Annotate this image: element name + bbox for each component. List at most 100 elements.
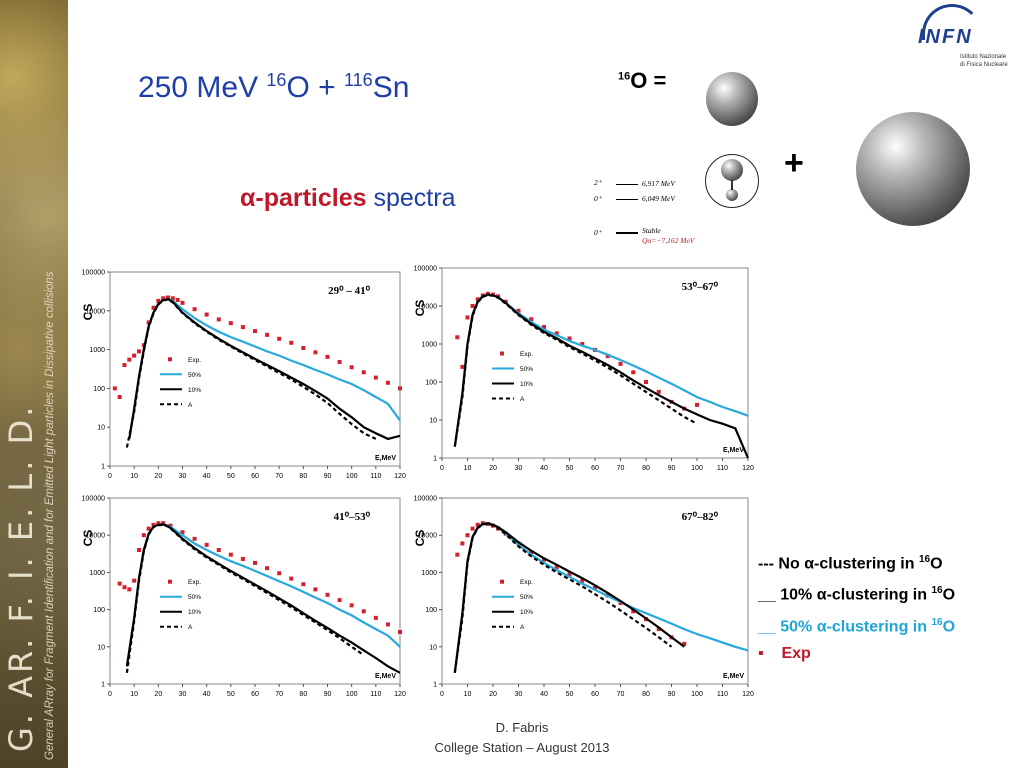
level-energy-1: 6,917 MeV xyxy=(642,179,675,188)
x-tick-label: 80 xyxy=(642,691,650,698)
title-sup-a: 16 xyxy=(266,70,287,90)
exp-point xyxy=(460,541,465,546)
x-tick-label: 70 xyxy=(275,691,283,698)
exp-point xyxy=(644,380,648,384)
legend-exp-marker xyxy=(500,351,504,356)
chart-panel-29-41: 1 10 100 1000 10000 100000 0 10 20 30 40 50 60 70 80 90… xyxy=(80,264,410,486)
y-axis-label: CS xyxy=(413,300,427,317)
title-sup-b: 116 xyxy=(343,70,373,90)
sn116-sphere-icon xyxy=(856,112,970,226)
legend-label: Exp. xyxy=(188,357,201,364)
o16-label: 16O = xyxy=(618,68,666,94)
exp-point xyxy=(277,571,282,576)
y-tick-label: 100000 xyxy=(82,496,105,503)
y-tick-label: 100 xyxy=(93,607,105,614)
exp-point xyxy=(301,582,306,587)
legend-label: Exp. xyxy=(520,579,533,586)
exp-point xyxy=(170,296,175,301)
x-tick-label: 110 xyxy=(370,473,381,480)
legend-label: 10% xyxy=(188,387,201,394)
alpha-cluster-icon xyxy=(705,154,759,208)
exp-point xyxy=(151,305,156,310)
exp-point xyxy=(656,627,661,632)
exp-point xyxy=(216,317,221,322)
plot-area xyxy=(441,267,749,459)
exp-point xyxy=(385,380,390,385)
exp-point xyxy=(361,609,366,614)
exp-point xyxy=(475,522,480,527)
exp-point xyxy=(132,353,137,358)
exp-point xyxy=(137,548,141,553)
exp-point xyxy=(156,521,161,526)
exp-point xyxy=(465,315,470,320)
cluster-large-sphere-icon xyxy=(721,159,743,181)
series-line-10pct xyxy=(125,523,401,674)
exp-point xyxy=(175,297,180,302)
footer-event: College Station – August 2013 xyxy=(434,740,610,755)
x-axis-label: E,MeV xyxy=(723,447,744,454)
x-tick-label: 80 xyxy=(299,691,307,698)
x-tick-label: 40 xyxy=(203,691,211,698)
y-axis-label: CS xyxy=(81,304,95,321)
cluster-small-sphere-icon xyxy=(726,189,738,201)
slide-subtitle: α-particles spectra xyxy=(240,184,455,213)
exp-point xyxy=(180,300,185,305)
x-tick-label: 10 xyxy=(464,465,472,472)
legend-exp-marker xyxy=(500,579,504,584)
x-tick-label: 110 xyxy=(717,465,728,472)
exp-point xyxy=(470,304,475,308)
exp-point xyxy=(253,329,257,334)
legend-item-50-percent: __ 50% α-clustering in 16O xyxy=(758,616,956,635)
logo-line2: di Fisica Nucleare xyxy=(960,62,1008,68)
chart-title: 53⁰–67⁰ xyxy=(682,281,719,293)
legend-label: 10% xyxy=(188,609,201,616)
level-scheme: 2⁺ 6,917 MeV 0⁺ 6,049 MeV 0⁺ Stable Qα=−… xyxy=(588,172,708,250)
series-line-A xyxy=(125,298,377,448)
exp-point xyxy=(682,641,687,646)
x-tick-label: 60 xyxy=(591,691,599,698)
exp-point xyxy=(265,566,270,571)
exp-point xyxy=(313,350,318,355)
exp-point xyxy=(580,578,585,583)
y-tick-label: 1 xyxy=(101,682,105,689)
x-tick-label: 20 xyxy=(154,691,162,698)
exp-point xyxy=(301,345,306,350)
x-tick-label: 120 xyxy=(394,691,406,698)
x-axis-label: E,MeV xyxy=(375,673,396,680)
exp-point xyxy=(313,587,318,592)
exp-point xyxy=(373,615,378,620)
exp-point xyxy=(122,363,127,368)
subtitle-bold: -particles xyxy=(255,184,367,212)
x-tick-label: 60 xyxy=(251,473,259,480)
exp-point xyxy=(349,365,354,370)
chart-panel-41-53: 1 10 100 1000 10000 100000 0 10 20 30 40 50 60 70 80 90… xyxy=(80,490,410,704)
x-tick-label: 90 xyxy=(324,691,332,698)
x-tick-label: 0 xyxy=(108,691,112,698)
exp-point xyxy=(337,598,342,603)
y-tick-label: 100000 xyxy=(414,496,437,503)
exp-point xyxy=(325,592,330,597)
exp-point xyxy=(166,295,170,300)
model-legend: --- No α-clustering in 16O __ 10% α-clus… xyxy=(758,546,955,667)
level-stable: Stable xyxy=(642,226,661,235)
exp-point xyxy=(656,389,661,394)
exp-point xyxy=(127,587,132,592)
x-tick-label: 20 xyxy=(489,691,497,698)
exp-point xyxy=(180,530,185,535)
legend-label: 10% xyxy=(520,609,533,616)
series-line-A xyxy=(453,293,698,447)
exp-point xyxy=(146,526,151,531)
exp-point xyxy=(349,603,354,608)
logo-arc-icon xyxy=(922,4,982,40)
exp-point xyxy=(542,325,546,330)
x-tick-label: 50 xyxy=(227,473,235,480)
slide-title: 250 MeV 16O + 116Sn xyxy=(138,70,409,105)
exp-point xyxy=(240,556,245,561)
y-tick-label: 10 xyxy=(97,425,105,432)
chart-panel-67-82: 1 10 100 1000 10000 100000 0 10 20 30 40 50 60 70 80 90… xyxy=(412,490,758,704)
legend-item-10-percent: __ 10% α-clustering in 16O xyxy=(758,585,956,604)
x-tick-label: 10 xyxy=(464,691,472,698)
